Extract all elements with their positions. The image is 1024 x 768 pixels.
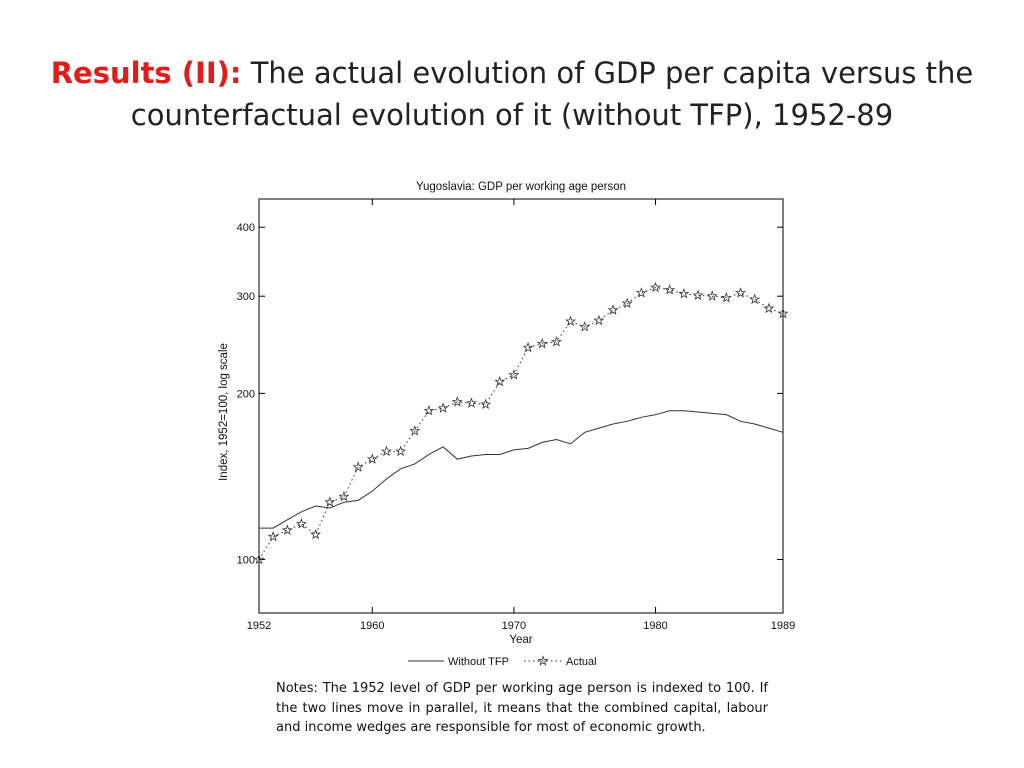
x-tick-label: 1980 [643, 620, 667, 632]
data-point-actual [678, 288, 690, 299]
data-point-actual [380, 445, 392, 457]
y-tick-label: 400 [237, 222, 255, 234]
data-point-actual [324, 496, 336, 507]
slide-title-text: The actual evolution of GDP per capita v… [130, 56, 974, 132]
x-tick-label: 1960 [360, 620, 384, 632]
data-point-actual [395, 445, 407, 457]
y-tick-label: 100 [237, 555, 255, 567]
data-point-actual [281, 524, 293, 535]
data-point-actual [253, 553, 265, 565]
legend-label-without-tfp: Without TFP [448, 656, 509, 668]
data-point-actual [423, 405, 435, 416]
series-line-1 [258, 287, 784, 560]
data-point-actual [664, 284, 676, 295]
data-point-actual [635, 287, 647, 298]
data-point-actual [550, 336, 562, 347]
x-axis-label: Year [509, 634, 532, 646]
chart-title: Yugoslavia: GDP per working age person [416, 181, 626, 193]
series-line-0 [259, 410, 784, 529]
data-point-actual [494, 375, 506, 387]
data-point-actual [296, 518, 307, 529]
data-point-actual [720, 292, 732, 303]
data-point-actual [735, 287, 746, 298]
x-tick-label: 1989 [771, 620, 795, 632]
x-tick-label: 1952 [247, 620, 271, 632]
data-point-actual [692, 289, 704, 301]
legend-label-actual: Actual [566, 656, 597, 668]
data-point-actual [480, 398, 492, 410]
data-point-actual [621, 297, 633, 309]
y-tick-label: 200 [237, 388, 255, 400]
data-point-actual [749, 293, 761, 305]
data-point-actual [437, 402, 449, 413]
data-point-actual [352, 461, 364, 472]
legend-marker-actual [537, 655, 549, 666]
data-point-actual [465, 397, 477, 408]
data-point-actual [366, 453, 378, 464]
data-point-actual [451, 396, 463, 407]
data-point-actual [536, 337, 548, 349]
data-point-actual [310, 528, 322, 540]
data-point-actual [607, 304, 619, 315]
data-point-actual [508, 369, 520, 380]
slide-title-prefix: Results (II): [50, 56, 242, 90]
data-point-actual [409, 425, 421, 436]
chart-notes: Notes: The 1952 level of GDP per working… [276, 681, 768, 735]
x-tick-label: 1970 [502, 620, 526, 632]
data-point-actual [565, 315, 577, 327]
y-tick-label: 300 [237, 291, 255, 303]
plot-frame [258, 198, 784, 614]
data-point-actual [338, 490, 350, 502]
data-point-actual [522, 341, 534, 353]
data-point-actual [267, 530, 279, 542]
y-axis-label: Index, 1952=100, log scale [218, 343, 230, 481]
data-point-actual [579, 321, 591, 332]
data-point-actual [777, 307, 789, 319]
data-point-actual [593, 314, 605, 326]
slide-title: Results (II): The actual evolution of GD… [40, 52, 984, 136]
data-point-actual [706, 290, 718, 301]
data-point-actual [763, 302, 775, 314]
data-point-actual [650, 281, 662, 293]
